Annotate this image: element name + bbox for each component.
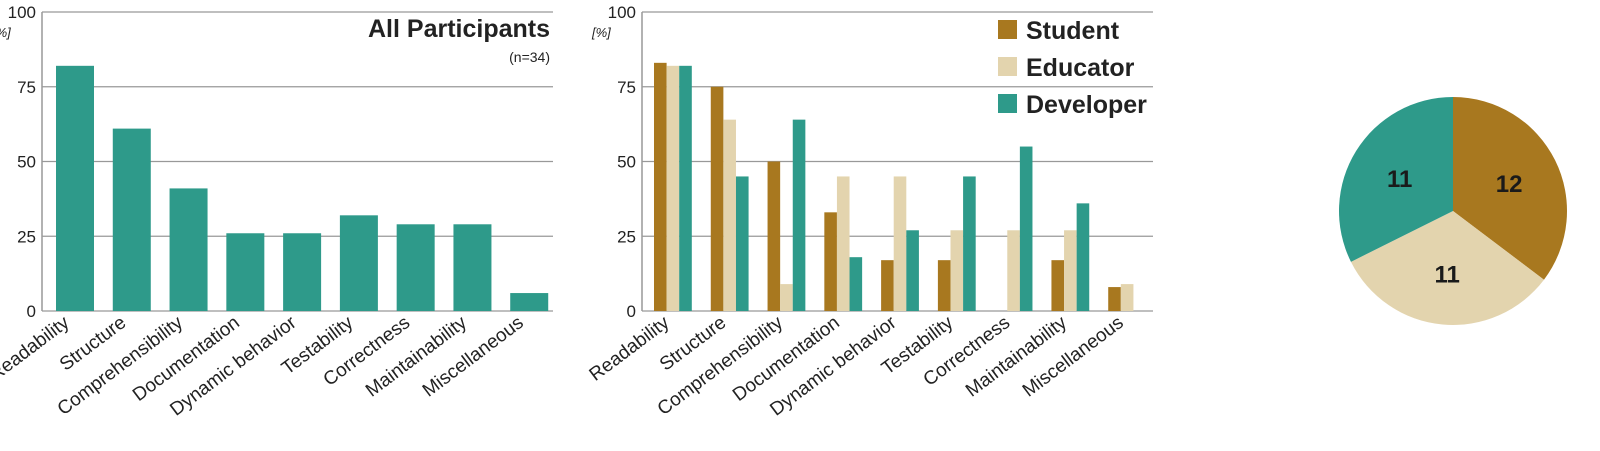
chart1-bar — [56, 65, 94, 311]
chart1-bar — [510, 293, 549, 311]
chart2-y-tick-label: 75 — [617, 78, 636, 97]
chart1-bar — [453, 224, 492, 311]
chart-all-participants: All Participants (n=34) 0 25 50 75 100 [%] Rea… — [0, 3, 553, 421]
pie-slice — [1453, 97, 1567, 280]
chart2-bar-educator — [1007, 230, 1020, 311]
chart2-bar-developer — [1019, 146, 1033, 311]
chart2-bar-student — [654, 62, 667, 311]
chart1-y-unit-label: [%] — [0, 25, 11, 40]
chart2-bar-educator — [1064, 230, 1077, 311]
chart1-bar — [226, 233, 265, 311]
chart2-bar-student — [767, 161, 781, 311]
chart2-bar-educator — [780, 284, 793, 311]
pie-slice-label: 11 — [1387, 166, 1412, 193]
pie-slice-label: 11 — [1435, 261, 1460, 288]
chart2-y-tick-label: 50 — [617, 153, 636, 172]
chart1-x-tick-label: Readability — [0, 312, 74, 386]
chart2-bar-educator — [893, 176, 907, 311]
chart1-bar — [112, 128, 151, 311]
chart1-y-tick-label: 25 — [17, 227, 36, 246]
pie-slice — [1339, 97, 1453, 262]
chart2-x-tick-label: Miscellaneous — [1019, 312, 1128, 401]
legend-swatch-educator — [998, 57, 1017, 76]
chart1-y-tick-label: 75 — [17, 78, 36, 97]
legend-swatch-developer — [998, 94, 1017, 113]
chart1-y-tick-label: 50 — [17, 153, 36, 172]
legend-swatch-student — [998, 20, 1017, 39]
chart2-bar-educator — [1120, 284, 1134, 311]
chart2-bar-student — [1108, 287, 1121, 311]
chart2-x-tick-label: Readability — [586, 312, 674, 386]
chart1-title: All Participants — [368, 15, 550, 43]
chart2-y-tick-label: 0 — [627, 302, 636, 321]
chart2-bar-developer — [679, 65, 692, 311]
chart2-bar-developer — [735, 176, 749, 311]
chart2-y-tick-label: 25 — [617, 227, 636, 246]
chart2-bar-student — [824, 212, 837, 311]
chart2-bar-developer — [906, 230, 919, 311]
chart1-bar — [396, 224, 435, 311]
chart1-x-tick-label: Miscellaneous — [419, 312, 528, 401]
chart1-y-tick-label: 0 — [27, 302, 36, 321]
legend-label-developer: Developer — [1026, 91, 1147, 119]
chart2-y-tick-label: 100 — [608, 3, 636, 22]
chart2-y-unit-label: [%] — [591, 25, 611, 40]
chart2-bar-educator — [950, 230, 964, 311]
pie-slice-label: 12 — [1496, 171, 1523, 198]
legend-label-student: Student — [1026, 17, 1120, 45]
chart2-bar-student — [937, 260, 951, 311]
chart-by-group: 0255075100[%]ReadabilityStructureCompreh… — [586, 3, 1153, 421]
chart2-bar-developer — [792, 119, 806, 311]
chart2-bar-student — [710, 86, 724, 311]
chart1-bar — [283, 233, 322, 311]
pie-chart: 12 11 11 — [1339, 97, 1567, 325]
chart1-subtitle: (n=34) — [509, 49, 550, 65]
chart2-bar-student — [1051, 260, 1065, 311]
chart2-bar-educator — [836, 176, 850, 311]
chart2-bar-developer — [849, 257, 863, 311]
legend-label-educator: Educator — [1026, 54, 1135, 82]
pie-slice — [1350, 211, 1544, 325]
chart2-bar-educator — [723, 119, 736, 311]
chart2-bar-student — [881, 260, 894, 311]
chart2-bar-educator — [666, 65, 680, 311]
chart1-bar — [169, 188, 208, 311]
chart1-bar — [339, 215, 378, 311]
chart2-bar-developer — [963, 176, 976, 311]
chart2-bar-developer — [1076, 203, 1090, 311]
chart1-y-tick-label: 100 — [8, 3, 36, 22]
